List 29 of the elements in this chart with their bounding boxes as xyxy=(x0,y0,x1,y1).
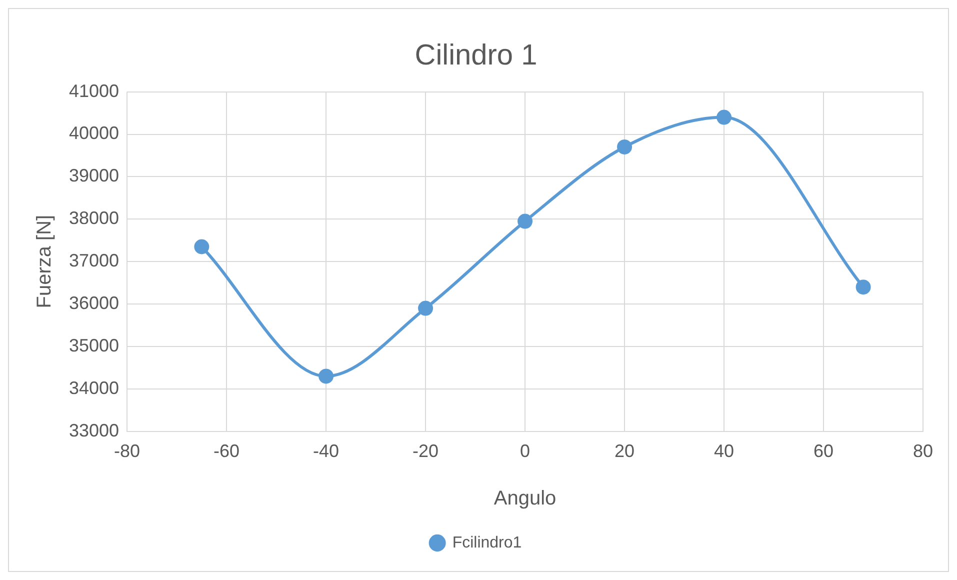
point xyxy=(856,280,871,295)
point xyxy=(318,368,334,384)
legend-label: Fcilindro1 xyxy=(452,534,522,552)
y-tick-label: 37000 xyxy=(68,250,120,271)
y-axis-title: Fuerza [N] xyxy=(34,214,56,308)
x-tick-label: 60 xyxy=(813,441,834,462)
y-tick-label: 34000 xyxy=(68,378,120,398)
point xyxy=(617,139,632,154)
x-tick-label: -60 xyxy=(214,441,240,462)
x-tick-label: 40 xyxy=(714,441,734,462)
y-tick-label: 33000 xyxy=(68,420,120,440)
point xyxy=(418,300,434,316)
point xyxy=(716,110,732,125)
y-tick-label: 41000 xyxy=(68,80,120,101)
y-tick-label: 38000 xyxy=(68,208,120,228)
x-tick-label: -20 xyxy=(412,441,439,462)
y-tick-label: 39000 xyxy=(68,166,120,186)
y-tick-label: 36000 xyxy=(68,293,120,314)
x-tick-label: -40 xyxy=(313,441,340,462)
x-tick-label: 0 xyxy=(520,441,530,462)
x-tick-label: -80 xyxy=(114,441,140,462)
x-axis-title: Angulo xyxy=(494,488,556,510)
y-tick-label: 40000 xyxy=(68,123,120,144)
point xyxy=(194,239,210,254)
x-tick-label: 80 xyxy=(912,441,934,462)
point xyxy=(518,214,533,229)
chart-title: Cilindro 1 xyxy=(414,39,538,72)
y-tick-label: 35000 xyxy=(68,335,120,356)
x-tick-label: 20 xyxy=(614,441,635,462)
